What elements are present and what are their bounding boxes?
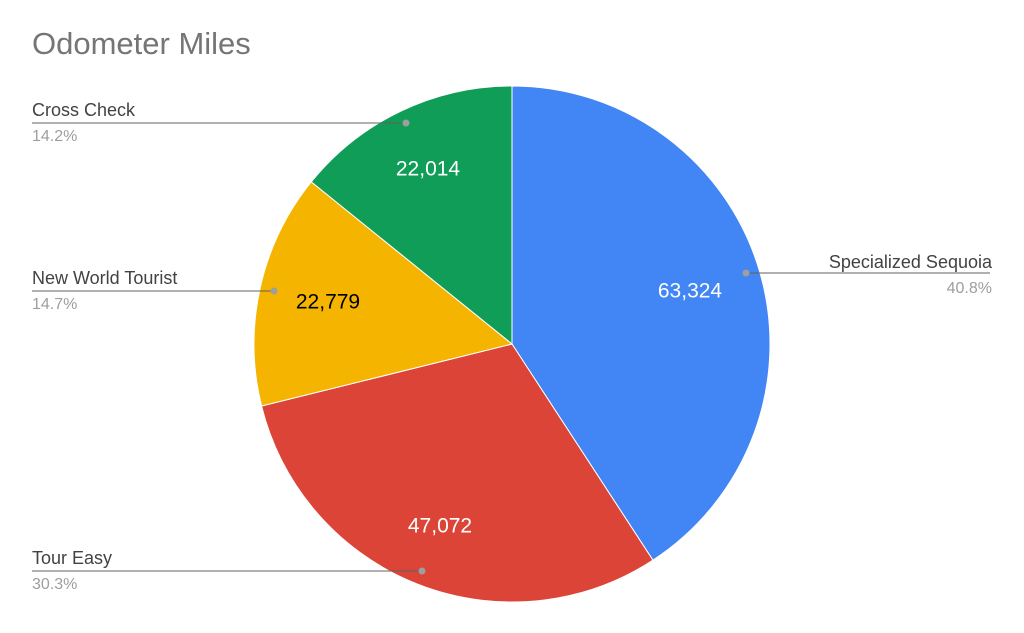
callout-tour-easy: Tour Easy 30.3% xyxy=(32,548,426,593)
callout-name-new-world-tourist: New World Tourist xyxy=(32,268,177,288)
callout-cross-check: Cross Check 14.2% xyxy=(32,100,410,145)
chart-title: Odometer Miles xyxy=(32,26,251,61)
callout-new-world-tourist: New World Tourist 14.7% xyxy=(32,268,278,313)
callout-dot-cross-check xyxy=(402,119,410,127)
callout-percent-cross-check: 14.2% xyxy=(32,128,77,145)
callout-dot-specialized-sequoia xyxy=(742,269,750,277)
pie-slice-tour-easy xyxy=(260,343,654,603)
callout-name-cross-check: Cross Check xyxy=(32,100,136,120)
slice-value-label-tour-easy: 47,072 xyxy=(408,515,472,538)
callout-dot-new-world-tourist xyxy=(270,287,278,295)
callout-percent-new-world-tourist: 14.7% xyxy=(32,296,77,313)
slice-value-label-specialized-sequoia: 63,324 xyxy=(658,280,723,303)
callout-name-specialized-sequoia: Specialized Sequoia xyxy=(829,252,993,272)
callout-percent-tour-easy: 30.3% xyxy=(32,576,77,593)
slice-value-label-cross-check: 22,014 xyxy=(396,158,461,181)
pie-slices xyxy=(253,85,771,603)
callout-name-tour-easy: Tour Easy xyxy=(32,548,112,568)
pie-callouts: Specialized Sequoia 40.8% Tour Easy 30.3% Ne… xyxy=(32,100,993,593)
pie-slice-cross-check xyxy=(310,85,513,346)
callout-percent-specialized-sequoia: 40.8% xyxy=(947,280,992,297)
pie-value-labels: 63,324 47,072 22,779 22,014 xyxy=(296,158,723,538)
callout-dot-tour-easy xyxy=(418,567,426,575)
callout-specialized-sequoia: Specialized Sequoia 40.8% xyxy=(742,252,993,297)
slice-value-label-new-world-tourist: 22,779 xyxy=(296,291,360,314)
pie-slice-specialized-sequoia xyxy=(511,85,771,561)
pie-slice-new-world-tourist xyxy=(253,181,514,407)
